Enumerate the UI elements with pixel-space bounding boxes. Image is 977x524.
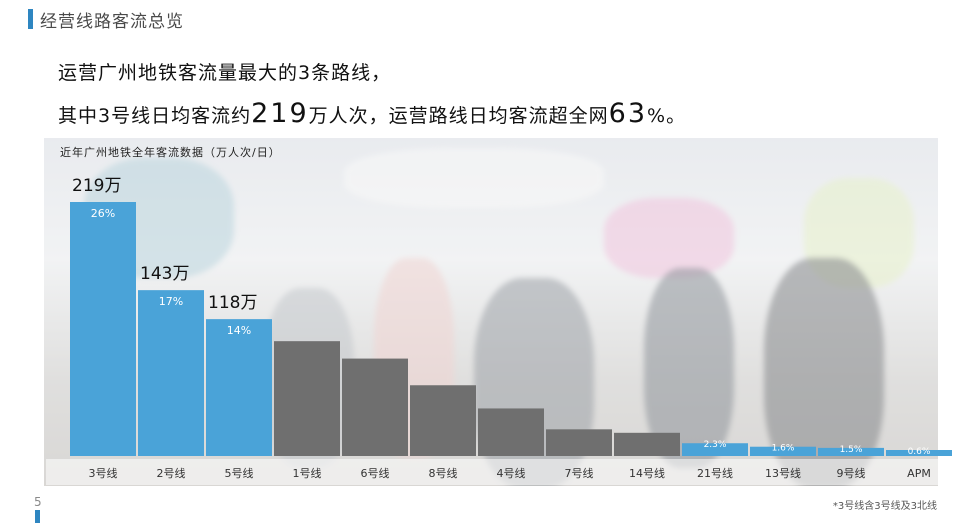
category-label-11: 9号线 bbox=[837, 466, 866, 480]
category-label-2: 5号线 bbox=[225, 466, 254, 480]
bar-0 bbox=[70, 202, 136, 456]
headline-text-c: %。 bbox=[647, 105, 687, 127]
bar-12 bbox=[886, 450, 952, 456]
category-label-5: 8号线 bbox=[429, 466, 458, 480]
category-label-6: 4号线 bbox=[497, 466, 526, 480]
page-accent-mark bbox=[35, 510, 40, 523]
category-label-1: 2号线 bbox=[157, 466, 186, 480]
footnote: *3号线含3号线及3北线 bbox=[832, 501, 937, 512]
value-label-2: 118万 bbox=[208, 293, 257, 313]
bar-10 bbox=[750, 446, 816, 456]
share-label-0: 26% bbox=[91, 207, 115, 220]
category-label-4: 6号线 bbox=[361, 466, 390, 480]
bar-4 bbox=[342, 358, 408, 456]
share-label-11: 1.5% bbox=[840, 445, 863, 455]
section-accent-bar bbox=[28, 9, 33, 29]
share-label-10: 1.6% bbox=[772, 444, 795, 454]
section-title: 经营线路客流总览 bbox=[40, 12, 184, 32]
category-label-0: 3号线 bbox=[89, 466, 118, 480]
headline-text-a: 其中3号线日均客流约 bbox=[58, 105, 252, 127]
bar-9 bbox=[682, 443, 748, 456]
bar-1 bbox=[138, 290, 204, 456]
bar-5 bbox=[410, 385, 476, 456]
share-label-1: 17% bbox=[159, 295, 183, 308]
bar-11 bbox=[818, 447, 884, 456]
headline-line-1: 运营广州地铁客流量最大的3条路线， bbox=[58, 62, 392, 84]
chart-subtitle: 近年广州地铁全年客流数据（万人次/日） bbox=[60, 146, 281, 159]
page-number: 5 bbox=[34, 495, 42, 509]
share-label-9: 2.3% bbox=[704, 440, 727, 450]
headline-line-2: 其中3号线日均客流约219万人次，运营路线日均客流超全网63%。 bbox=[58, 98, 686, 129]
share-label-2: 14% bbox=[227, 324, 251, 337]
category-label-9: 21号线 bbox=[697, 466, 733, 480]
headline-text-b: 万人次，运营路线日均客流超全网 bbox=[308, 105, 609, 127]
value-label-0: 219万 bbox=[72, 176, 121, 196]
share-label-12: 0.6% bbox=[908, 447, 931, 457]
category-label-10: 13号线 bbox=[765, 466, 801, 480]
bar-6 bbox=[478, 408, 544, 456]
category-label-8: 14号线 bbox=[629, 466, 665, 480]
value-label-1: 143万 bbox=[140, 264, 189, 284]
bar-2 bbox=[206, 319, 272, 456]
headline-number-ridership: 219 bbox=[251, 98, 309, 129]
category-band bbox=[46, 459, 938, 485]
headline-number-share: 63 bbox=[608, 98, 648, 129]
category-label-12: APM bbox=[907, 467, 931, 480]
bar-3 bbox=[274, 341, 340, 456]
bar-7 bbox=[546, 429, 612, 456]
category-label-7: 7号线 bbox=[565, 466, 594, 480]
bar-8 bbox=[614, 432, 680, 456]
category-label-3: 1号线 bbox=[293, 466, 322, 480]
